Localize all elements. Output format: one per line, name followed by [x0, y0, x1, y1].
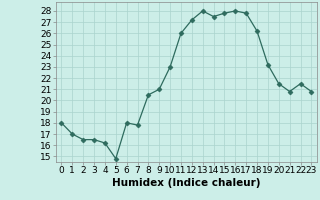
X-axis label: Humidex (Indice chaleur): Humidex (Indice chaleur): [112, 178, 261, 188]
